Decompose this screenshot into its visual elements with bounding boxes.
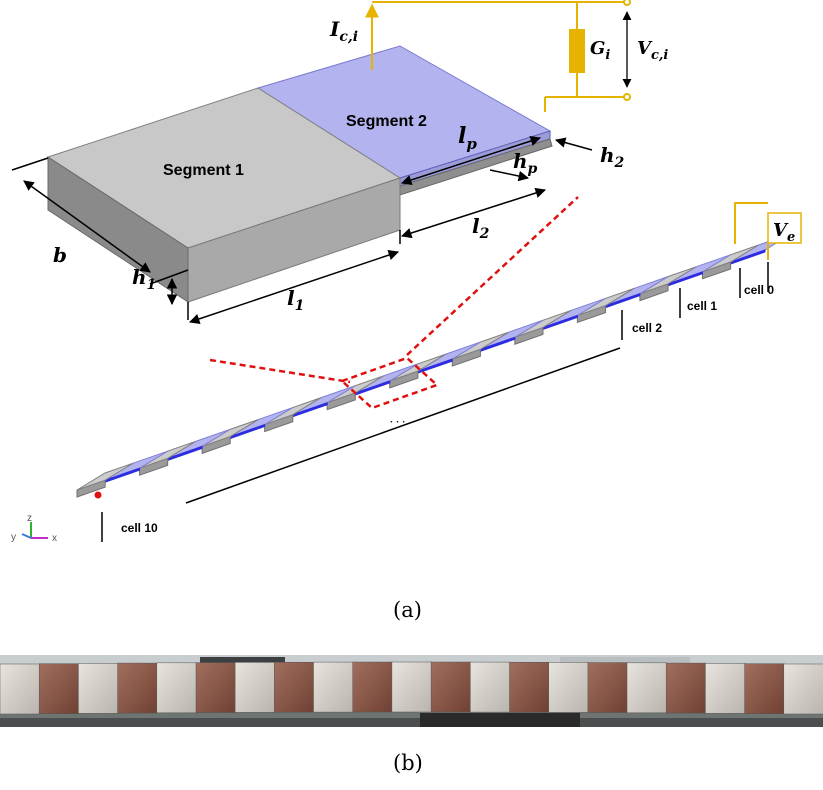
dim-l1-label: l1: [287, 286, 304, 314]
caption-b: (b): [393, 751, 423, 775]
photo-piezo-patch: [195, 662, 236, 713]
photo-piezo-patch: [509, 661, 550, 713]
cell1-label: cell 1: [687, 299, 717, 313]
photo-block: [626, 662, 667, 714]
photo-piezo-patch: [587, 662, 628, 713]
unit-cell-drawing: Segment 1 Segment 2 b h1 l1 l2 lp hp h2: [11, 45, 625, 324]
dim-b-arrow: [23, 180, 151, 273]
cell0-label: cell 0: [744, 283, 774, 297]
cell-range-line: [185, 347, 621, 504]
measurement-point: [94, 491, 102, 499]
photo-block: [78, 663, 119, 714]
dim-lp-label: lp: [458, 123, 477, 153]
axis-z: z: [27, 513, 32, 524]
photo-block: [470, 661, 511, 713]
photo-block: [234, 662, 276, 713]
segment2-label: Segment 2: [346, 113, 427, 130]
beam-block-top: [76, 462, 134, 491]
dim-lp-arrow: [401, 135, 541, 186]
voltage-label: Vc,i: [637, 38, 668, 63]
photo-block: [548, 662, 589, 713]
current-label: Ic,i: [329, 17, 358, 45]
photo-piezo-patch: [352, 661, 393, 713]
segment1-label: Segment 1: [163, 162, 244, 179]
cell2-label: cell 2: [632, 321, 662, 335]
photo-block: [156, 662, 197, 714]
axis-triad: z x y: [11, 513, 57, 544]
photo-block: [0, 663, 40, 715]
photo-piezo-patch: [744, 663, 785, 714]
dim-h1-label: h1: [132, 265, 156, 293]
photo-block: [705, 663, 746, 714]
shunt-circuit: [365, 0, 631, 112]
excitation-circuit: [734, 202, 802, 260]
photo-block: [313, 661, 354, 713]
dim-h2-arrow: [554, 137, 593, 151]
cell10-label: cell 10: [121, 521, 158, 535]
ellipsis: · · ·: [390, 417, 406, 428]
axis-x: x: [52, 533, 57, 544]
zoom-highlight: [339, 356, 440, 410]
dim-l1-arrow: [189, 250, 399, 324]
photo-block: [391, 661, 432, 713]
dim-l2-label: l2: [472, 214, 490, 242]
dim-hp-arrow: [489, 169, 530, 182]
photo-piezo-patch: [430, 661, 472, 713]
caption-a: (a): [393, 598, 422, 622]
dim-l2-arrow: [401, 187, 546, 239]
zoom-guides: [209, 196, 579, 384]
photo-piezo-patch: [665, 662, 707, 714]
dim-h2-label: h2: [600, 143, 625, 171]
axis-y: y: [11, 532, 16, 543]
beam-photo: [0, 655, 823, 727]
photo-block: [783, 663, 823, 715]
excitation-box: [767, 212, 802, 244]
dim-hp-label: hp: [513, 149, 538, 177]
photo-piezo-patch: [38, 663, 80, 714]
photo-piezo-patch: [274, 661, 315, 713]
excitation-label: Ve: [773, 220, 795, 245]
photo-piezo-patch: [117, 662, 158, 714]
dim-b-label: b: [53, 243, 67, 267]
conductance-label: Gi: [590, 38, 610, 63]
conductance-resistor: [569, 29, 585, 73]
